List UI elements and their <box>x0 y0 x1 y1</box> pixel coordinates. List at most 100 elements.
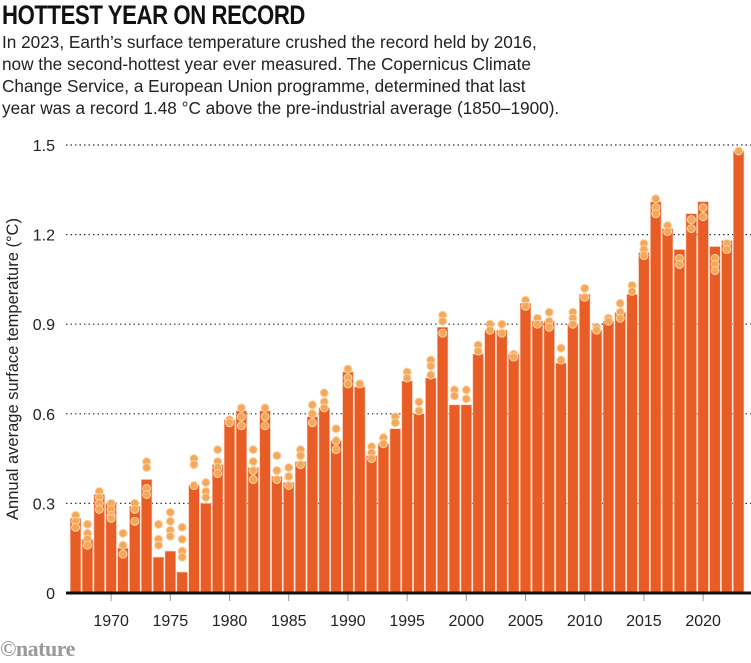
x-tick-label: 1970 <box>93 613 129 630</box>
dataset-dot <box>627 286 637 296</box>
y-tick-label: 0.3 <box>33 496 55 513</box>
dataset-dot <box>296 460 306 470</box>
dataset-dot <box>592 325 602 335</box>
dataset-dot <box>165 516 175 526</box>
x-tick-label: 1985 <box>271 613 307 630</box>
dataset-dot <box>130 504 140 514</box>
dataset-dot <box>674 259 684 269</box>
dataset-dot <box>189 480 199 490</box>
dataset-dot <box>225 418 235 428</box>
dataset-dot <box>272 466 282 476</box>
dataset-dot <box>307 418 317 428</box>
bar <box>425 377 437 594</box>
dataset-dot <box>521 301 531 311</box>
bar <box>697 201 709 594</box>
bar <box>271 476 283 594</box>
dataset-dot <box>153 519 163 529</box>
x-tick-label: 2020 <box>685 613 721 630</box>
dataset-dot <box>722 245 732 255</box>
dataset-dot <box>307 400 317 410</box>
dataset-dot <box>651 209 661 219</box>
dataset-dot <box>153 540 163 550</box>
dataset-dot <box>343 379 353 389</box>
dataset-dot <box>142 489 152 499</box>
bars <box>70 150 745 594</box>
bar <box>223 419 236 594</box>
bar <box>318 407 330 594</box>
bar <box>259 410 271 594</box>
bar <box>721 240 733 594</box>
dataset-dot <box>509 352 519 362</box>
dataset-dot <box>201 477 211 487</box>
x-tick-label: 1980 <box>212 613 248 630</box>
bar <box>579 294 591 594</box>
dataset-dot <box>319 403 329 413</box>
x-tick-label: 1975 <box>153 613 189 630</box>
bar <box>484 329 496 594</box>
dataset-dot <box>438 316 448 326</box>
dataset-dot <box>402 373 412 383</box>
dataset-dot <box>367 454 377 464</box>
bar <box>188 485 200 594</box>
dataset-dot <box>248 466 258 476</box>
dataset-dots <box>71 146 744 562</box>
dataset-dot <box>497 319 507 329</box>
bar <box>164 550 176 594</box>
dataset-dot <box>426 370 436 380</box>
dataset-dot <box>177 534 187 544</box>
dataset-dot <box>734 146 744 156</box>
dataset-dot <box>438 328 448 338</box>
y-axis-label: Annual average surface temperature (°C) <box>4 218 22 520</box>
dataset-dot <box>331 424 341 434</box>
bar <box>176 571 188 594</box>
dataset-dot <box>284 463 294 473</box>
bar <box>448 404 461 594</box>
bar <box>365 455 378 594</box>
dataset-dot <box>544 307 554 317</box>
dataset-dot <box>236 412 246 422</box>
dataset-dot <box>71 522 81 532</box>
bar <box>472 353 484 594</box>
dataset-dot <box>473 346 483 356</box>
dataset-dot <box>307 409 317 419</box>
dataset-dot <box>260 403 270 413</box>
bar <box>531 320 543 594</box>
dataset-dot <box>319 388 329 398</box>
dataset-dot <box>580 292 590 302</box>
dataset-dot <box>461 394 471 404</box>
y-tick-label: 0 <box>46 586 55 603</box>
x-tick-label: 2015 <box>626 613 662 630</box>
dataset-dot <box>248 457 258 467</box>
x-tick-label: 1990 <box>330 613 366 630</box>
bar <box>519 302 532 594</box>
dataset-dot <box>414 397 424 407</box>
bar <box>590 329 603 594</box>
x-tick-label: 2010 <box>567 613 603 630</box>
bar <box>626 294 638 594</box>
dataset-dot <box>177 552 187 562</box>
dataset-dot <box>177 522 187 532</box>
bar <box>377 443 390 594</box>
bar <box>200 503 212 594</box>
dataset-dot <box>284 472 294 482</box>
bar <box>235 410 247 594</box>
x-tick-label: 2005 <box>508 613 544 630</box>
dataset-dot <box>698 203 708 213</box>
bar <box>247 467 259 594</box>
subtitle-line: now the second-hottest year ever measure… <box>2 54 531 74</box>
dataset-dot <box>355 379 365 389</box>
subtitle-line: Change Service, a European Union program… <box>2 76 526 96</box>
dataset-dot <box>461 385 471 395</box>
dataset-dot <box>272 451 282 461</box>
dataset-dot <box>651 194 661 204</box>
dataset-dot <box>118 528 128 538</box>
dataset-dot <box>580 283 590 293</box>
y-axis-ticks: 0 0.3 0.6 0.9 1.2 1.5 <box>33 138 55 603</box>
bar <box>567 323 579 594</box>
bar <box>614 311 626 594</box>
bar <box>673 249 686 594</box>
bar <box>152 556 165 594</box>
dataset-dot <box>390 418 400 428</box>
dataset-dot <box>639 251 649 261</box>
